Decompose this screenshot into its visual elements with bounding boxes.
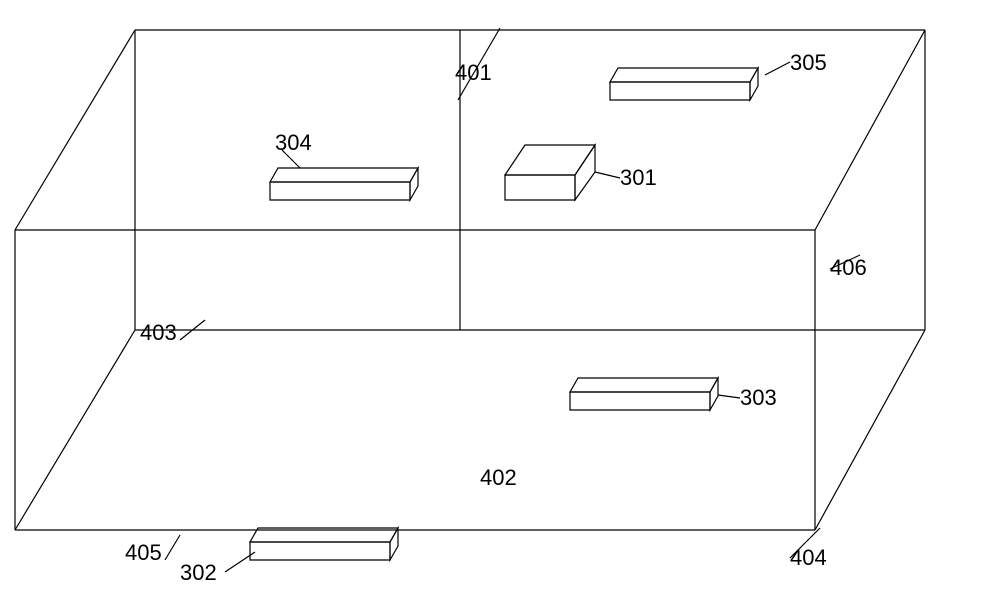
label-304: 304 bbox=[275, 130, 312, 155]
block-301-top bbox=[505, 145, 595, 175]
bar-304-right bbox=[410, 168, 418, 200]
label-303: 303 bbox=[740, 385, 777, 410]
bar-304-top bbox=[270, 168, 418, 182]
bar-303-right bbox=[710, 378, 718, 410]
bar-305-right bbox=[750, 68, 758, 100]
bar-304-front bbox=[270, 182, 410, 200]
bar-302-right bbox=[390, 528, 398, 560]
bar-303-front bbox=[570, 392, 710, 410]
label-401: 401 bbox=[455, 60, 492, 85]
label-305: 305 bbox=[790, 50, 827, 75]
edge-bot-right-depth bbox=[815, 330, 925, 530]
bar-305-front bbox=[610, 82, 750, 100]
leader-303 bbox=[718, 395, 740, 398]
bar-302-front bbox=[250, 542, 390, 560]
label-405: 405 bbox=[125, 540, 162, 565]
edge-top-right-depth bbox=[815, 30, 925, 230]
bar-305-top bbox=[610, 68, 758, 82]
label-404: 404 bbox=[790, 545, 827, 570]
leader-301 bbox=[595, 172, 620, 178]
leader-302 bbox=[225, 552, 255, 572]
bar-303-top bbox=[570, 378, 718, 392]
edge-top-left-depth bbox=[15, 30, 135, 230]
label-406: 406 bbox=[830, 255, 867, 280]
diagram-svg: 301 302 303 304 305 401 402 403 404 405 406 bbox=[0, 0, 1000, 605]
edge-bot-left-depth bbox=[15, 330, 135, 530]
label-302: 302 bbox=[180, 560, 217, 585]
block-301-right bbox=[575, 145, 595, 200]
label-403: 403 bbox=[140, 320, 177, 345]
label-301: 301 bbox=[620, 165, 657, 190]
leader-305 bbox=[765, 62, 790, 75]
block-301-front bbox=[505, 175, 575, 200]
leader-405 bbox=[165, 535, 180, 560]
label-402: 402 bbox=[480, 465, 517, 490]
